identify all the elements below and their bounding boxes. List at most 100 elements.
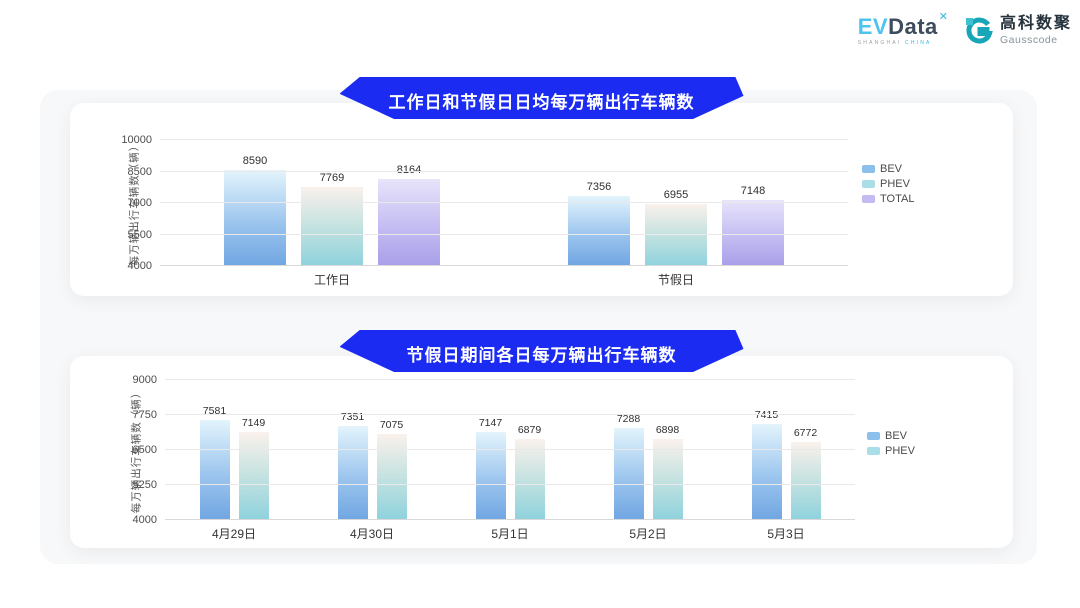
y-tick-label: 8500: [127, 165, 152, 178]
bar-value-label: 7149: [241, 416, 266, 429]
plot-area: 7581 7149 4月29日 7351 7075 4月30日 7147 6879 5月1日 72…: [165, 379, 855, 541]
y-tick-label: 9000: [132, 374, 157, 386]
evdata-logo-x-mark: ✕: [938, 11, 948, 23]
gausscode-logo: 高科数聚 Gausscode: [964, 15, 1072, 46]
bar-phev: 7769: [301, 172, 363, 266]
evdata-logo-subtitle: SHANGHAI CHINA: [858, 41, 948, 46]
bar-bev: 7147: [475, 417, 506, 520]
category-bars: 7356 6955 7148: [504, 140, 848, 266]
category-group: 7288 6898 5月2日: [579, 380, 717, 541]
bar-value-label: 7075: [379, 418, 404, 431]
y-tick-label: 4000: [132, 514, 157, 526]
gridline: [165, 449, 855, 450]
bar-phev: 6955: [645, 189, 707, 266]
bar-phev: 6898: [652, 424, 683, 520]
chart-title: 工作日和节假日日均每万辆出行车辆数: [388, 92, 695, 112]
x-category-label: 5月2日: [629, 527, 667, 541]
category-bars: 7147 6879: [441, 380, 579, 520]
y-tick-label: 5500: [127, 228, 152, 241]
bar-value-label: 6898: [655, 423, 680, 436]
category-bars: 7581 7149: [165, 380, 303, 520]
plot-area: 8590 7769 8164 工作日 7356 6955 7148 节假日: [160, 139, 848, 287]
y-tick-label: 7750: [132, 409, 157, 421]
card-daily-average-chart: 工作日和节假日日均每万辆出行车辆数 每万辆出行车辆数（辆） 4000 5500 70…: [70, 77, 1013, 296]
x-category-label: 5月3日: [767, 527, 805, 541]
gridline: [160, 233, 848, 235]
x-category-label: 工作日: [313, 273, 350, 287]
legend-item-phev[interactable]: PHEV: [862, 178, 914, 190]
bar-bev: 7356: [568, 181, 630, 266]
bar-value-label: 6772: [793, 427, 818, 440]
legend-label: PHEV: [885, 445, 915, 457]
gausscode-cn-name: 高科数聚: [999, 15, 1072, 33]
legend-item-bev[interactable]: BEV: [867, 430, 915, 442]
legend-item-bev[interactable]: BEV: [862, 163, 914, 175]
category-bars: 7415 6772: [717, 380, 855, 520]
category-group: 7415 6772 5月3日: [717, 380, 855, 541]
legend-swatch-phev: [862, 180, 875, 188]
x-category-label: 4月30日: [349, 527, 395, 541]
evdata-subtitle-left: SHANGHAI: [857, 40, 902, 46]
charts-panel: 工作日和节假日日均每万辆出行车辆数 每万辆出行车辆数（辆） 4000 5500 70…: [40, 77, 1037, 564]
gridline: [165, 519, 855, 520]
legend-item-phev[interactable]: PHEV: [867, 445, 915, 457]
legend-label: PHEV: [880, 178, 910, 190]
bar-bev: 7581: [199, 405, 230, 520]
chart-legend: BEV PHEV: [867, 430, 915, 457]
bar-value-label: 8164: [397, 164, 421, 176]
evdata-logo-ev: EV: [857, 14, 889, 39]
category-group: 7351 7075 4月30日: [303, 380, 441, 541]
evdata-subtitle-right: CHINA: [905, 40, 932, 46]
bar-groups: 8590 7769 8164 工作日 7356 6955 7148 节假日: [160, 140, 848, 287]
bar-phev: 7075: [376, 419, 407, 520]
chart-title-banner: 工作日和节假日日均每万辆出行车辆数: [339, 77, 744, 119]
bar-value-label: 7351: [340, 411, 365, 424]
x-category-label: 节假日: [657, 273, 694, 287]
y-axis-ticks: 4000 5500 7000 8500 10000: [90, 134, 152, 272]
x-category-label: 5月1日: [491, 527, 529, 541]
y-tick-label: 7000: [127, 197, 152, 209]
legend-swatch-phev: [867, 447, 880, 455]
bar-bev: 8590: [224, 155, 286, 266]
bar-value-label: 7288: [616, 412, 641, 425]
category-bars: 7351 7075: [303, 380, 441, 520]
y-tick-label: 4000: [127, 260, 152, 272]
y-axis-ticks: 4000 5250 6500 7750 9000: [95, 374, 157, 526]
gridline: [160, 202, 848, 203]
legend-label: TOTAL: [880, 193, 915, 205]
category-group: 7581 7149 4月29日: [165, 380, 303, 541]
gridline: [160, 139, 848, 140]
legend-swatch-bev: [862, 165, 875, 173]
chart-title: 节假日期间各日每万辆出行车辆数: [406, 345, 677, 365]
legend-item-total[interactable]: TOTAL: [862, 193, 914, 205]
legend-label: BEV: [880, 163, 903, 175]
evdata-logo-data: Data: [888, 14, 938, 39]
gausscode-g-icon: [965, 17, 993, 44]
bar-value-label: 8590: [242, 154, 268, 167]
header-logos: EV Data ✕ SHANGHAI CHINA 高科数聚 Gausscode: [857, 12, 1072, 46]
y-tick-label: 6500: [132, 444, 157, 456]
bar-value-label: 7769: [319, 171, 345, 184]
bar-value-label: 6879: [517, 424, 542, 437]
bar-value-label: 6955: [663, 188, 689, 201]
gridline: [165, 379, 855, 380]
bar-total: 8164: [378, 164, 440, 266]
bar-value-label: 7581: [202, 404, 227, 417]
y-tick-label: 5250: [132, 479, 157, 491]
bar-value-label: 7415: [754, 409, 779, 422]
legend-swatch-bev: [867, 432, 880, 440]
x-category-label: 4月29日: [211, 527, 257, 541]
evdata-logo: EV Data ✕ SHANGHAI CHINA: [857, 12, 948, 46]
bar-bev: 7415: [751, 409, 782, 520]
gridline: [160, 265, 848, 266]
y-tick-label: 10000: [121, 134, 152, 146]
bar-phev: 6879: [514, 424, 545, 520]
bar-phev: 6772: [790, 427, 821, 520]
category-bars: 8590 7769 8164: [160, 140, 504, 266]
legend-swatch-total: [862, 195, 875, 203]
gridline: [165, 414, 855, 415]
category-group: 7147 6879 5月1日: [441, 380, 579, 541]
gridline: [165, 484, 855, 485]
bar-bev: 7288: [613, 413, 644, 520]
